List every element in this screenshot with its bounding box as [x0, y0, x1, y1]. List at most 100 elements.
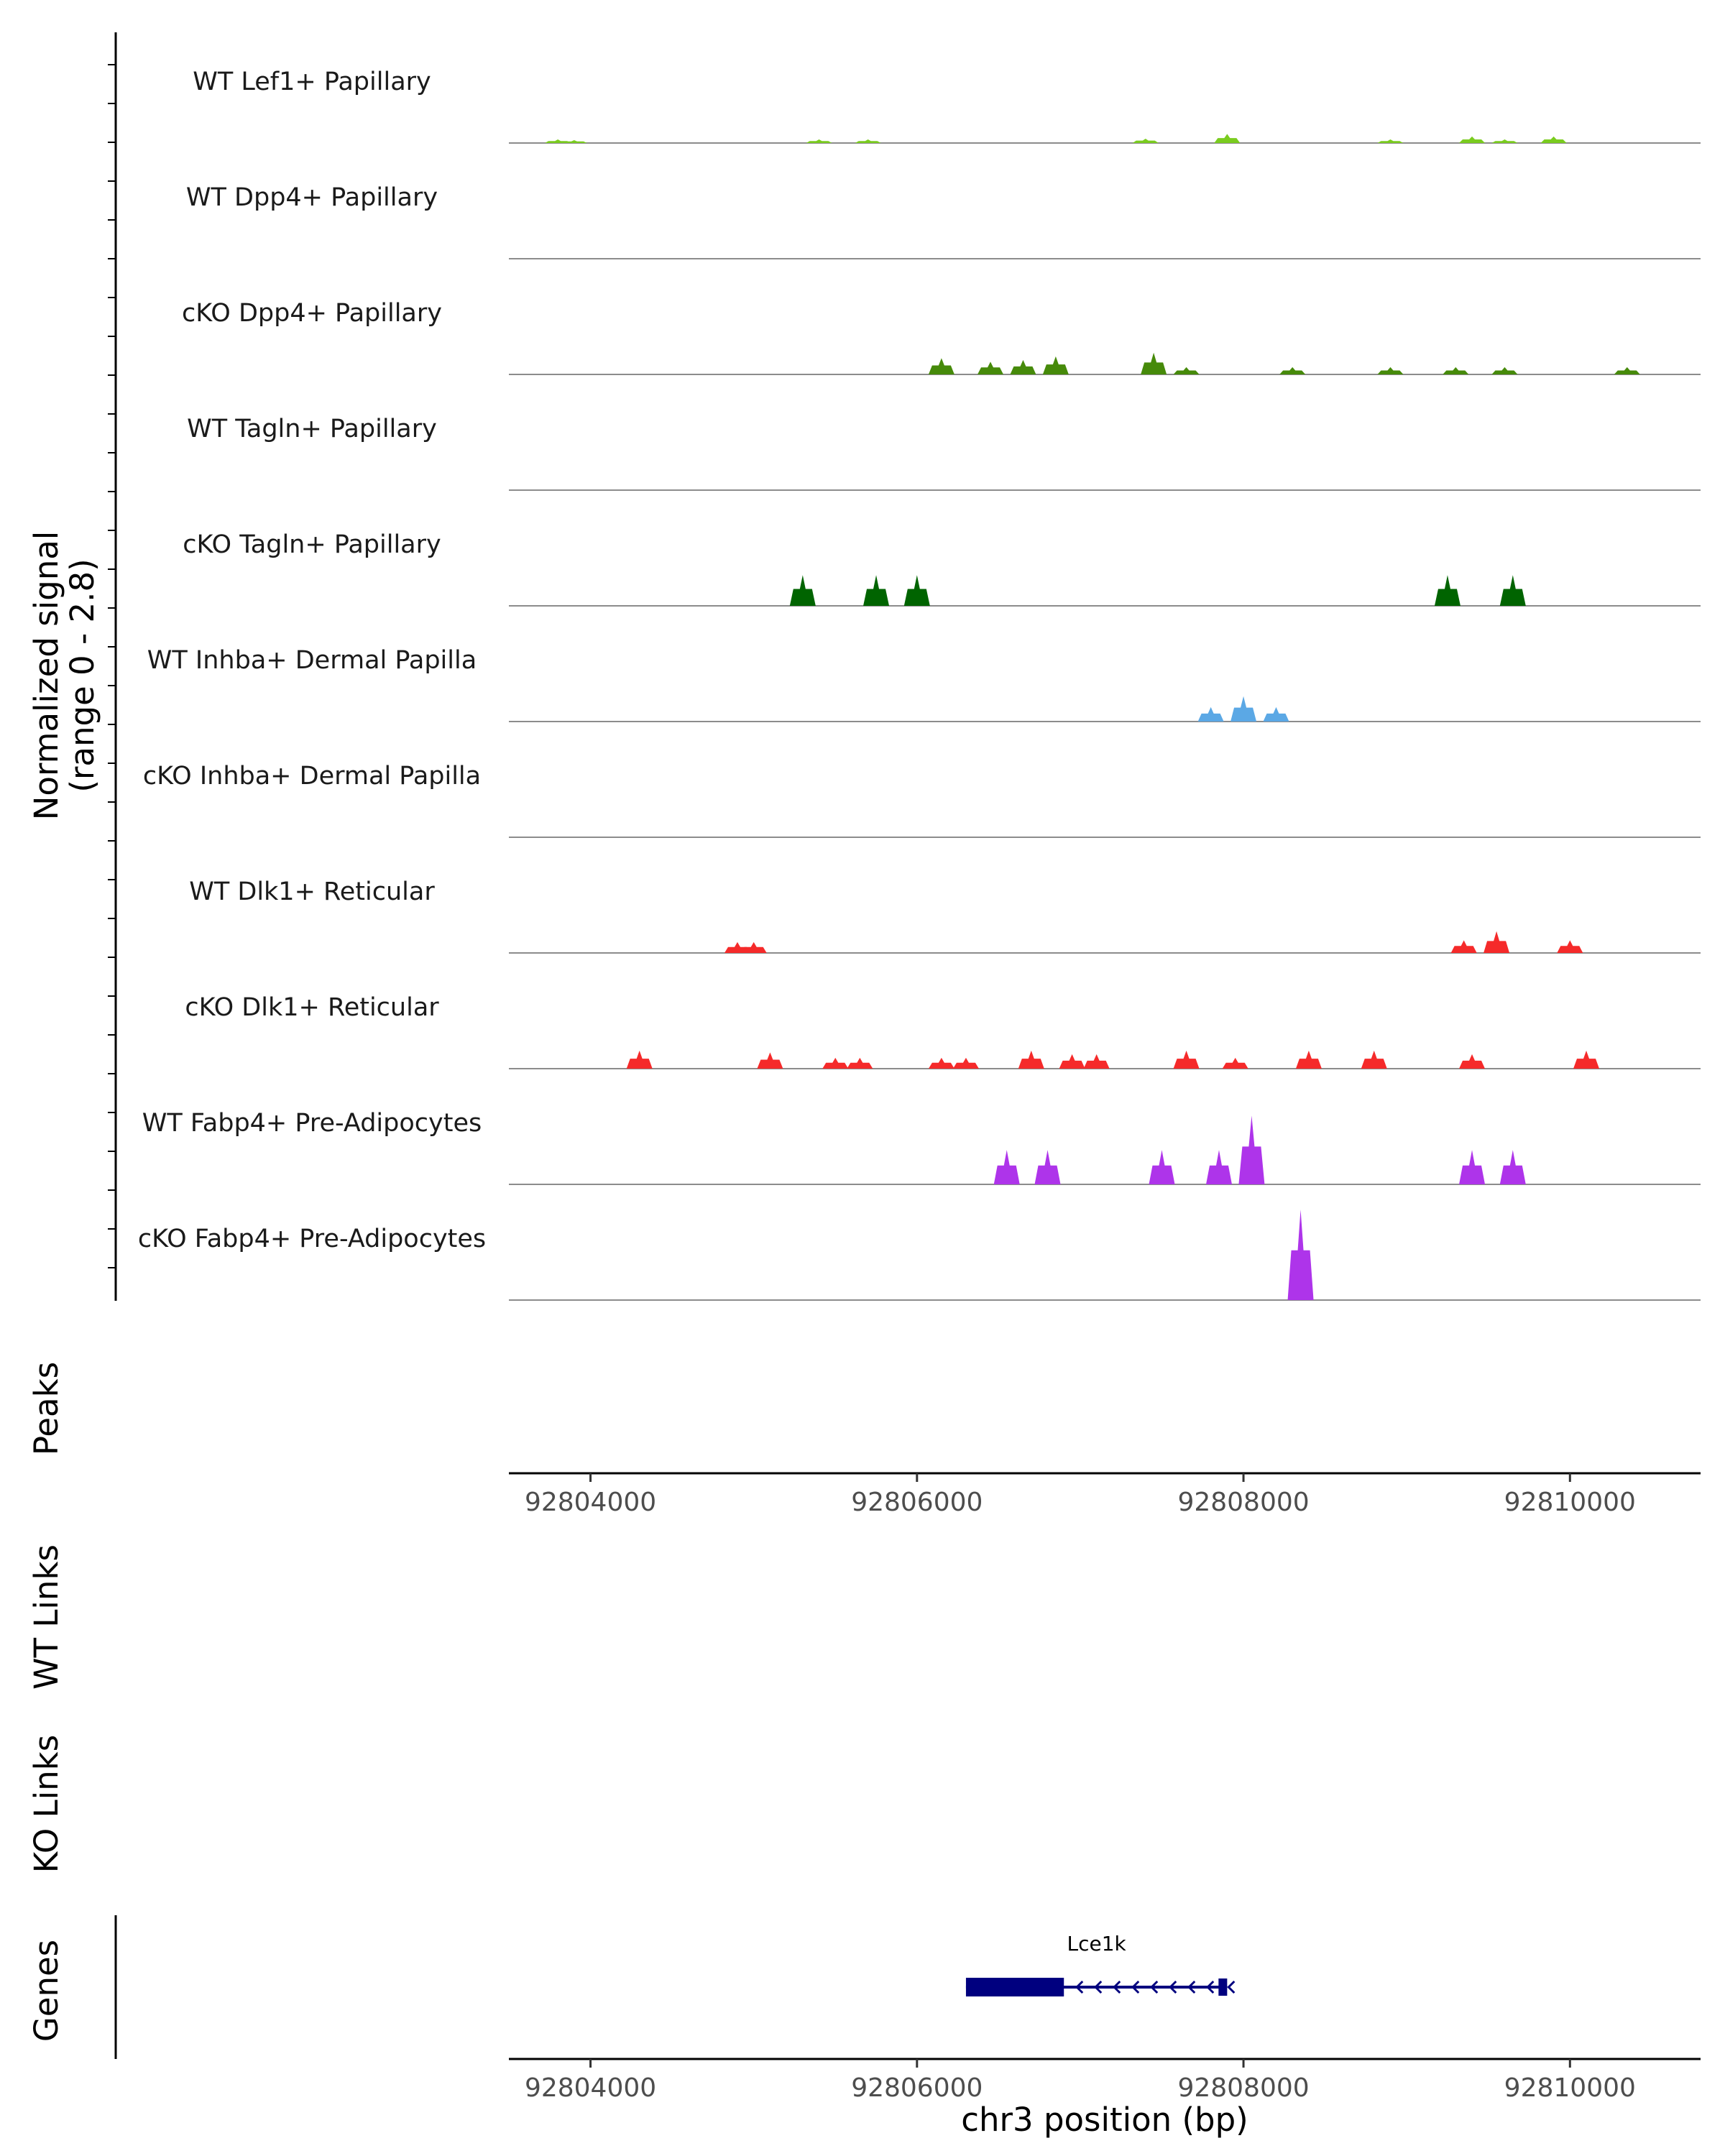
strand-arrow	[1113, 1980, 1121, 1994]
track-label: WT Dpp4+ Papillary	[186, 183, 438, 212]
x-tick-label: 92806000	[851, 1488, 983, 1517]
track-7: WT Dlk1+ Reticular	[189, 877, 1701, 954]
coverage-peak	[1173, 1050, 1200, 1069]
coverage-peak	[789, 575, 816, 606]
coverage-y-label: Normalized signal	[27, 531, 65, 821]
coverage-peak	[1491, 139, 1518, 143]
coverage-peak	[1083, 1054, 1110, 1069]
coverage-peak	[806, 139, 832, 143]
track-1: WT Dpp4+ Papillary	[186, 183, 1701, 259]
coverage-peak	[928, 1057, 954, 1069]
track-label: cKO Dpp4+ Papillary	[182, 299, 442, 328]
ko-links-panel-label: KO Links	[27, 1735, 65, 1873]
x-tick-label: 92804000	[525, 1488, 656, 1517]
coverage-peak	[847, 1057, 873, 1069]
x-axis-bottom: 92804000 92806000 92808000 92810000	[509, 2058, 1701, 2103]
coverage-peak	[1573, 1050, 1600, 1069]
track-label: WT Tagln+ Papillary	[187, 415, 437, 443]
coverage-peak	[1010, 359, 1036, 374]
coverage-peak	[1540, 136, 1567, 143]
track-label: cKO Inhba+ Dermal Papilla	[143, 762, 481, 791]
coverage-peak	[1214, 134, 1241, 143]
coverage-peak	[1059, 1054, 1085, 1069]
coverage-peak	[1197, 706, 1224, 722]
track-0: WT Lef1+ Papillary	[193, 68, 1701, 144]
x-tick-label: 92808000	[1177, 2073, 1309, 2103]
strand-arrow	[1131, 1980, 1140, 1994]
coverage-y-label-range: (range 0 - 2.8)	[63, 558, 101, 792]
genes-panel-label: Genes	[27, 1940, 65, 2042]
coverage-tracks: WT Lef1+ Papillary WT Dpp4+ Papillary cKO …	[138, 68, 1701, 1301]
coverage-peak	[1149, 1150, 1175, 1184]
coverage-peak	[1377, 367, 1404, 374]
coverage-peak	[1295, 1050, 1322, 1069]
coverage-peak	[1279, 367, 1306, 374]
coverage-peak	[1459, 136, 1486, 143]
coverage-peak	[1287, 1210, 1314, 1300]
gene-name: Lce1k	[1067, 1932, 1127, 1955]
track-9: WT Fabp4+ Pre-Adipocytes	[142, 1109, 1701, 1185]
coverage-peak	[1018, 1050, 1044, 1069]
coverage-peak	[757, 1052, 783, 1069]
coverage-peak	[928, 358, 954, 374]
track-5: WT Inhba+ Dermal Papilla	[147, 646, 1701, 722]
track-label: WT Inhba+ Dermal Papilla	[147, 646, 477, 675]
coverage-peak	[1034, 1150, 1061, 1184]
x-axis-title: chr3 position (bp)	[961, 2101, 1248, 2139]
x-tick-label: 92810000	[1504, 1488, 1636, 1517]
coverage-peak	[1491, 367, 1518, 374]
x-axis-top: 92804000 92806000 92808000 92810000	[509, 1472, 1701, 1517]
coverage-peak	[1459, 1054, 1486, 1069]
coverage-peak	[740, 941, 767, 953]
wt-links-panel-label: WT Links	[27, 1544, 65, 1690]
x-tick-label: 92806000	[851, 2073, 983, 2103]
coverage-peak	[1499, 1150, 1526, 1184]
track-4: cKO Tagln+ Papillary	[183, 530, 1701, 607]
coverage-peak	[1443, 367, 1469, 374]
coverage-peak	[978, 361, 1004, 374]
coverage-peak	[952, 1057, 979, 1069]
track-label: WT Lef1+ Papillary	[193, 68, 431, 96]
coverage-peak	[1222, 1057, 1248, 1069]
coverage-peak	[1042, 356, 1069, 374]
gene-model: Lce1k	[965, 1932, 1236, 1996]
coverage-peak	[1141, 352, 1167, 374]
coverage-peak	[1434, 575, 1460, 606]
coverage-peak	[1205, 1150, 1232, 1184]
track-6: cKO Inhba+ Dermal Papilla	[143, 762, 1701, 838]
coverage-peak	[1484, 931, 1510, 953]
coverage-peak	[863, 575, 890, 606]
gene-exon	[965, 1978, 1064, 1996]
coverage-peak	[561, 139, 587, 143]
strand-arrow	[1075, 1980, 1084, 1994]
track-3: WT Tagln+ Papillary	[187, 415, 1701, 491]
coverage-y-axis	[108, 32, 117, 1301]
coverage-peak	[993, 1150, 1020, 1184]
coverage-peak	[1499, 575, 1526, 606]
coverage-peak	[626, 1050, 653, 1069]
track-8: cKO Dlk1+ Reticular	[185, 993, 1701, 1069]
coverage-peak	[1132, 138, 1159, 143]
coverage-peak	[1263, 706, 1289, 722]
coverage-peak	[1557, 940, 1583, 953]
track-2: cKO Dpp4+ Papillary	[182, 299, 1701, 375]
track-label: cKO Tagln+ Papillary	[183, 530, 441, 559]
strand-arrow	[1227, 1980, 1236, 1994]
x-tick-label: 92810000	[1504, 2073, 1636, 2103]
coverage-peak	[1361, 1050, 1387, 1069]
coverage-peak	[1173, 367, 1200, 374]
coverage-peak	[822, 1057, 849, 1069]
coverage-peak	[903, 575, 930, 606]
track-label: WT Dlk1+ Reticular	[189, 877, 435, 906]
strand-arrow	[1187, 1980, 1196, 1994]
coverage-peak	[1230, 696, 1257, 722]
x-tick-label: 92808000	[1177, 1488, 1309, 1517]
x-tick-label: 92804000	[525, 2073, 656, 2103]
track-10: cKO Fabp4+ Pre-Adipocytes	[138, 1210, 1701, 1301]
strand-arrow	[1169, 1980, 1177, 1994]
track-label: cKO Fabp4+ Pre-Adipocytes	[138, 1225, 486, 1253]
gene-exon-end	[1218, 1978, 1228, 1996]
coverage-peak	[1238, 1115, 1265, 1184]
coverage-peak	[855, 139, 881, 143]
